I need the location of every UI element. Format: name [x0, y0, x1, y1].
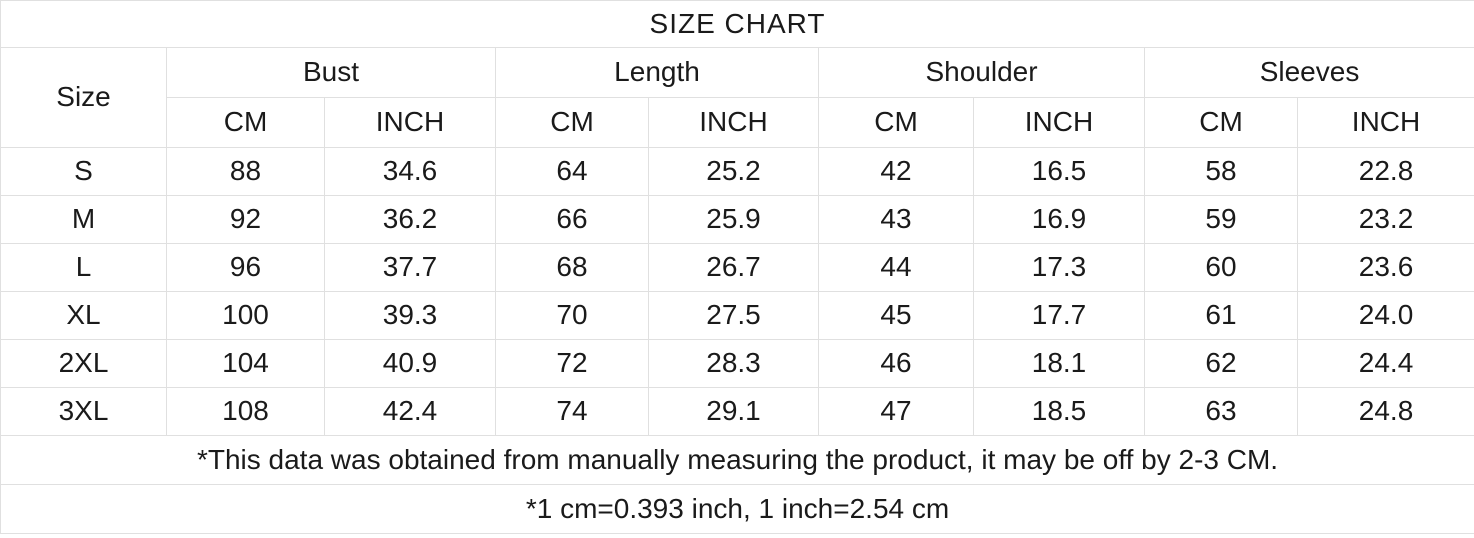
note-conversion: *1 cm=0.393 inch, 1 inch=2.54 cm: [0, 484, 1474, 534]
measurement-cell: 92: [166, 195, 325, 244]
measurement-cell: 61: [1144, 291, 1298, 340]
measurement-cell: 34.6: [324, 147, 496, 196]
note-row: *This data was obtained from manually me…: [0, 435, 1474, 485]
measurement-cell: 17.7: [973, 291, 1145, 340]
chart-title: SIZE CHART: [0, 0, 1474, 48]
measurement-cell: 45: [818, 291, 974, 340]
group-header-length: Length: [495, 47, 819, 98]
measurement-cell: 59: [1144, 195, 1298, 244]
group-header-shoulder: Shoulder: [818, 47, 1145, 98]
title-row: SIZE CHART: [0, 0, 1474, 48]
measurement-cell: 104: [166, 339, 325, 388]
measurement-cell: 24.4: [1296, 339, 1474, 388]
unit-header-cm: CM: [818, 97, 974, 148]
size-cell: XL: [0, 291, 167, 340]
measurement-cell: 25.2: [648, 147, 819, 196]
unit-header-inch: INCH: [1296, 97, 1474, 148]
unit-header-inch: INCH: [324, 97, 496, 148]
measurement-cell: 44: [818, 243, 974, 292]
size-cell: M: [0, 195, 167, 244]
measurement-cell: 22.8: [1296, 147, 1474, 196]
unit-header-cm: CM: [495, 97, 649, 148]
measurement-cell: 63: [1144, 387, 1298, 436]
table-row: 3XL 108 42.4 74 29.1 47 18.5 63 24.8: [0, 387, 1474, 436]
measurement-cell: 62: [1144, 339, 1298, 388]
unit-header-inch: INCH: [648, 97, 819, 148]
measurement-cell: 23.6: [1296, 243, 1474, 292]
size-cell: S: [0, 147, 167, 196]
measurement-cell: 46: [818, 339, 974, 388]
measurement-cell: 108: [166, 387, 325, 436]
measurement-cell: 58: [1144, 147, 1298, 196]
header-group-row: Size Bust Length Shoulder Sleeves: [0, 47, 1474, 148]
measurement-cell: 26.7: [648, 243, 819, 292]
note-row: *1 cm=0.393 inch, 1 inch=2.54 cm: [0, 484, 1474, 534]
measurement-cell: 64: [495, 147, 649, 196]
measurement-cell: 100: [166, 291, 325, 340]
measurement-cell: 28.3: [648, 339, 819, 388]
measurement-cell: 43: [818, 195, 974, 244]
measurement-cell: 74: [495, 387, 649, 436]
measurement-cell: 17.3: [973, 243, 1145, 292]
measurement-cell: 36.2: [324, 195, 496, 244]
measurement-cell: 24.8: [1296, 387, 1474, 436]
measurement-cell: 42.4: [324, 387, 496, 436]
measurement-cell: 18.5: [973, 387, 1145, 436]
measurement-cell: 42: [818, 147, 974, 196]
measurement-cell: 66: [495, 195, 649, 244]
group-header-sleeves: Sleeves: [1143, 47, 1474, 98]
table-row: M 92 36.2 66 25.9 43 16.9 59 23.2: [0, 195, 1474, 244]
measurement-cell: 68: [495, 243, 649, 292]
measurement-cell: 47: [818, 387, 974, 436]
measurement-cell: 23.2: [1296, 195, 1474, 244]
measurement-cell: 37.7: [324, 243, 496, 292]
size-column-header: Size: [0, 47, 167, 148]
table-row: L 96 37.7 68 26.7 44 17.3 60 23.6: [0, 243, 1474, 292]
size-cell: L: [0, 243, 167, 292]
measurement-cell: 39.3: [324, 291, 496, 340]
unit-header-cm: CM: [166, 97, 325, 148]
measurement-cell: 40.9: [324, 339, 496, 388]
table-row: S 88 34.6 64 25.2 42 16.5 58 22.8: [0, 147, 1474, 196]
unit-header-cm: CM: [1144, 97, 1298, 148]
size-cell: 3XL: [0, 387, 167, 436]
note-measurement: *This data was obtained from manually me…: [0, 435, 1474, 485]
measurement-cell: 72: [495, 339, 649, 388]
measurement-cell: 16.9: [973, 195, 1145, 244]
measurement-cell: 70: [495, 291, 649, 340]
measurement-cell: 88: [166, 147, 325, 196]
measurement-cell: 25.9: [648, 195, 819, 244]
measurement-cell: 96: [166, 243, 325, 292]
measurement-cell: 24.0: [1296, 291, 1474, 340]
unit-header-inch: INCH: [973, 97, 1145, 148]
measurement-cell: 29.1: [648, 387, 819, 436]
table-row: 2XL 104 40.9 72 28.3 46 18.1 62 24.4: [0, 339, 1474, 388]
table-row: XL 100 39.3 70 27.5 45 17.7 61 24.0: [0, 291, 1474, 340]
measurement-cell: 18.1: [973, 339, 1145, 388]
measurement-cell: 27.5: [648, 291, 819, 340]
measurement-cell: 60: [1144, 243, 1298, 292]
header-unit-row: CM INCH CM INCH CM INCH CM INCH: [1, 97, 1474, 148]
group-header-bust: Bust: [166, 47, 496, 98]
measurement-cell: 16.5: [973, 147, 1145, 196]
size-cell: 2XL: [0, 339, 167, 388]
